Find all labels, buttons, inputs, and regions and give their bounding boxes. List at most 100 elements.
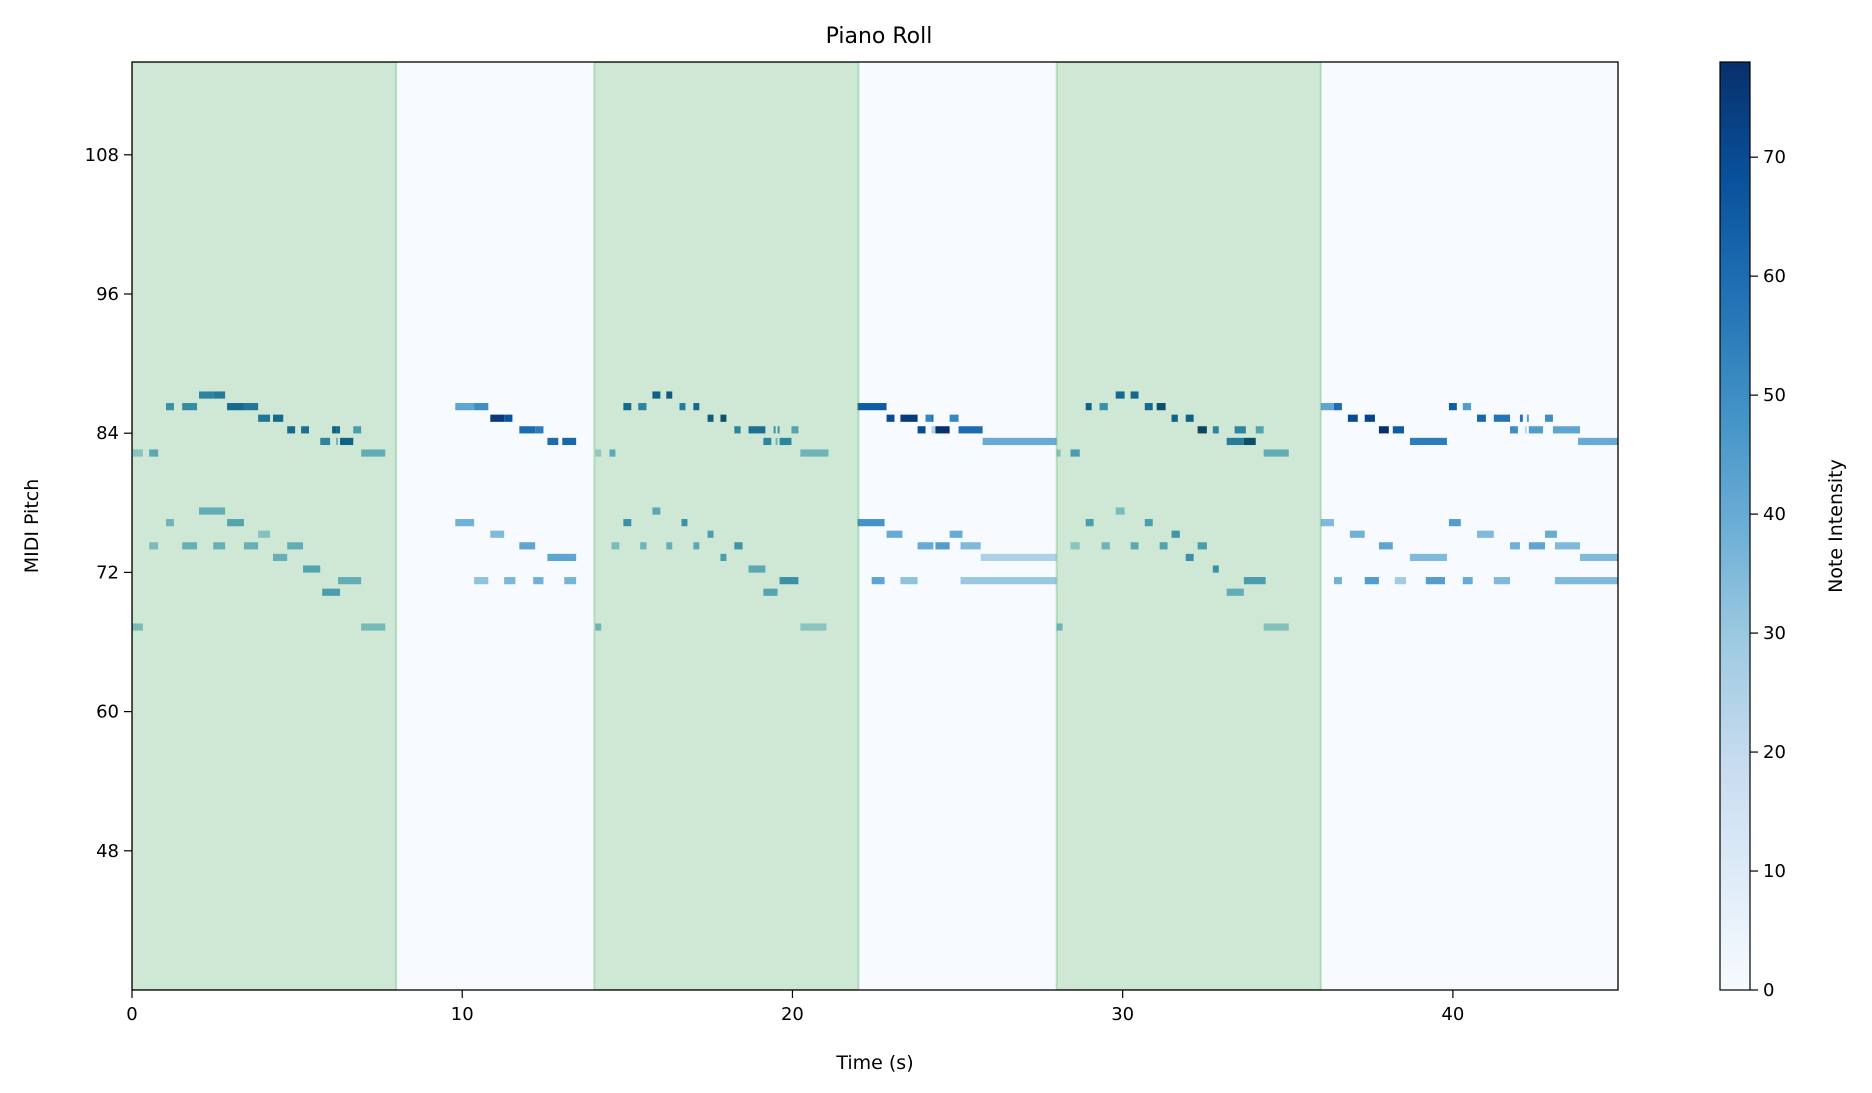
colorbar-tick-label: 20 xyxy=(1763,742,1786,763)
x-tick-label: 0 xyxy=(126,1004,137,1025)
note xyxy=(213,542,226,550)
note xyxy=(132,449,143,457)
y-axis-label: MIDI Pitch xyxy=(21,479,43,574)
note xyxy=(547,437,559,446)
note xyxy=(361,623,386,631)
note xyxy=(1334,403,1342,411)
highlight-span xyxy=(1055,62,1322,990)
note xyxy=(322,588,341,596)
note xyxy=(982,437,1057,446)
note xyxy=(562,437,577,446)
note xyxy=(935,426,950,434)
note xyxy=(182,542,198,550)
note xyxy=(1243,437,1256,446)
note xyxy=(1524,426,1527,434)
note xyxy=(693,542,700,550)
note xyxy=(693,403,700,411)
note xyxy=(258,414,271,422)
note xyxy=(640,542,647,550)
note xyxy=(474,403,489,411)
note xyxy=(748,426,766,434)
note xyxy=(1234,426,1246,434)
colorbar-tick-label: 0 xyxy=(1763,980,1774,1001)
note xyxy=(199,507,226,515)
y-tick-label: 48 xyxy=(96,841,119,862)
note xyxy=(1409,553,1447,562)
note xyxy=(720,553,727,562)
y-axis: 48 60 72 84 96 108 xyxy=(85,145,132,862)
note xyxy=(886,530,903,538)
note xyxy=(949,530,963,538)
note xyxy=(1243,577,1266,585)
x-tick-label: 10 xyxy=(451,1004,474,1025)
note xyxy=(353,426,362,434)
note xyxy=(1545,414,1553,422)
note xyxy=(949,414,959,422)
note xyxy=(1171,414,1178,422)
note xyxy=(775,437,778,446)
note xyxy=(1510,542,1520,550)
note xyxy=(1130,391,1139,399)
highlight-spans-layer xyxy=(132,62,1322,990)
note xyxy=(1070,449,1080,457)
note xyxy=(1156,403,1166,411)
note xyxy=(1545,530,1557,538)
note xyxy=(1409,437,1447,446)
note xyxy=(763,588,778,596)
note xyxy=(1185,553,1194,562)
note xyxy=(1378,542,1393,550)
note xyxy=(1448,519,1461,527)
note xyxy=(763,437,772,446)
note xyxy=(1528,426,1544,434)
note xyxy=(1320,403,1335,411)
note xyxy=(900,414,918,422)
note xyxy=(1185,414,1194,422)
note xyxy=(1159,542,1168,550)
note xyxy=(149,542,159,550)
note xyxy=(1554,542,1581,550)
note xyxy=(857,519,885,527)
note xyxy=(1476,414,1486,422)
note xyxy=(623,403,632,411)
note xyxy=(301,426,309,434)
colorbar-tick-label: 50 xyxy=(1763,385,1786,406)
note xyxy=(1197,426,1207,434)
note xyxy=(773,426,776,434)
note xyxy=(871,577,885,585)
note xyxy=(1448,403,1457,411)
note xyxy=(900,577,918,585)
note xyxy=(679,403,686,411)
highlight-span xyxy=(593,62,860,990)
note xyxy=(336,437,339,446)
note xyxy=(791,426,799,434)
note xyxy=(490,530,505,538)
note xyxy=(336,426,341,434)
note xyxy=(287,426,296,434)
note xyxy=(1462,577,1473,585)
y-tick-label: 72 xyxy=(96,562,119,583)
note xyxy=(1085,403,1092,411)
colorbar-label: Note Intensity xyxy=(1825,459,1847,593)
note xyxy=(535,426,544,434)
note xyxy=(1171,530,1180,538)
note xyxy=(243,542,259,550)
colorbar-tick-label: 70 xyxy=(1763,147,1786,168)
note xyxy=(504,577,516,585)
note xyxy=(666,542,673,550)
colorbar-tick-label: 10 xyxy=(1763,861,1786,882)
note xyxy=(800,449,829,457)
x-axis: 0 10 20 30 40 xyxy=(126,990,1464,1025)
note xyxy=(287,542,304,550)
note xyxy=(1493,577,1511,585)
note xyxy=(1528,542,1546,550)
note xyxy=(1115,391,1125,399)
note xyxy=(1263,449,1289,457)
colorbar-tick-label: 60 xyxy=(1763,266,1786,287)
note xyxy=(748,565,766,573)
note xyxy=(707,530,714,538)
note xyxy=(182,403,198,411)
note xyxy=(340,437,354,446)
note xyxy=(1070,542,1080,550)
note xyxy=(925,414,932,422)
